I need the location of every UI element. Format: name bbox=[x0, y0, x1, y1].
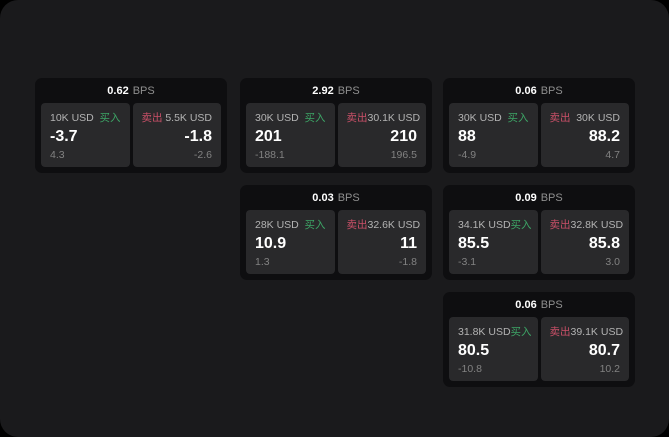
buy-size: 10K USD bbox=[50, 111, 94, 124]
sell-change: -2.6 bbox=[193, 148, 212, 161]
sell-size: 39.1K USD bbox=[570, 325, 624, 338]
bps-unit-label: BPS bbox=[132, 84, 155, 97]
buy-change: 1.3 bbox=[255, 255, 270, 268]
quote-card-5: 0.09 BPS 34.1K USD 买入 85.5 -3.1 卖出 32.8K… bbox=[443, 185, 635, 280]
buy-side-label: 买入 bbox=[510, 326, 532, 338]
bps-unit-label: BPS bbox=[337, 191, 360, 204]
buy-size: 31.8K USD bbox=[458, 325, 511, 338]
bps-unit-label: BPS bbox=[540, 191, 563, 204]
sell-price: 88.2 bbox=[588, 128, 620, 146]
sell-change: 4.7 bbox=[605, 148, 620, 161]
sell-size: 32.8K USD bbox=[570, 218, 624, 231]
sell-quote-panel[interactable]: 卖出 32.6K USD 11 -1.8 bbox=[337, 210, 426, 274]
sell-quote-panel[interactable]: 卖出 30.1K USD 210 196.5 bbox=[337, 103, 426, 167]
sell-price: 11 bbox=[400, 235, 417, 253]
sell-size: 32.6K USD bbox=[367, 218, 421, 231]
sell-change: 196.5 bbox=[390, 148, 417, 161]
buy-quote-panel[interactable]: 31.8K USD 买入 80.5 -10.8 bbox=[449, 317, 538, 381]
quote-body: 30K USD 买入 201 -188.1 卖出 30.1K USD 210 1… bbox=[246, 103, 426, 167]
buy-change: -188.1 bbox=[255, 148, 285, 161]
spread-value: 0.06 bbox=[515, 298, 537, 311]
buy-side-label: 买入 bbox=[304, 219, 326, 231]
sell-size: 30.1K USD bbox=[367, 111, 421, 124]
sell-side-label: 卖出 bbox=[346, 219, 368, 231]
buy-size: 28K USD bbox=[255, 218, 299, 231]
sell-quote-panel[interactable]: 卖出 5.5K USD -1.8 -2.6 bbox=[132, 103, 221, 167]
sell-price: 80.7 bbox=[588, 342, 620, 360]
bps-unit-label: BPS bbox=[540, 84, 563, 97]
spread-value: 0.06 bbox=[515, 84, 537, 97]
buy-side-label: 买入 bbox=[510, 219, 532, 231]
quote-card-2: 2.92 BPS 30K USD 买入 201 -188.1 卖出 30.1K … bbox=[240, 78, 432, 173]
buy-price: 201 bbox=[255, 128, 282, 146]
spread-value: 0.62 bbox=[107, 84, 129, 97]
sell-size: 5.5K USD bbox=[165, 111, 212, 124]
quote-body: 30K USD 买入 88 -4.9 卖出 30K USD 88.2 4.7 bbox=[449, 103, 629, 167]
bps-unit-label: BPS bbox=[337, 84, 360, 97]
buy-quote-panel[interactable]: 30K USD 买入 201 -188.1 bbox=[246, 103, 335, 167]
buy-side-label: 买入 bbox=[99, 112, 121, 124]
buy-size: 34.1K USD bbox=[458, 218, 511, 231]
sell-side-label: 卖出 bbox=[549, 219, 571, 231]
buy-size: 30K USD bbox=[255, 111, 299, 124]
buy-quote-panel[interactable]: 10K USD 买入 -3.7 4.3 bbox=[41, 103, 130, 167]
bps-unit-label: BPS bbox=[540, 298, 563, 311]
sell-side-label: 卖出 bbox=[141, 112, 163, 124]
buy-side-label: 买入 bbox=[304, 112, 326, 124]
sell-price: -1.8 bbox=[184, 128, 212, 146]
spread-header: 0.09 BPS bbox=[449, 185, 629, 210]
spread-header: 2.92 BPS bbox=[246, 78, 426, 103]
sell-quote-panel[interactable]: 卖出 32.8K USD 85.8 3.0 bbox=[540, 210, 629, 274]
spread-value: 0.03 bbox=[312, 191, 334, 204]
sell-side-label: 卖出 bbox=[346, 112, 368, 124]
buy-price: 10.9 bbox=[255, 235, 287, 253]
quote-body: 10K USD 买入 -3.7 4.3 卖出 5.5K USD -1.8 -2.… bbox=[41, 103, 221, 167]
buy-quote-panel[interactable]: 28K USD 买入 10.9 1.3 bbox=[246, 210, 335, 274]
spread-header: 0.03 BPS bbox=[246, 185, 426, 210]
buy-price: -3.7 bbox=[50, 128, 78, 146]
buy-quote-panel[interactable]: 30K USD 买入 88 -4.9 bbox=[449, 103, 538, 167]
quote-body: 28K USD 买入 10.9 1.3 卖出 32.6K USD 11 -1.8 bbox=[246, 210, 426, 274]
sell-price: 210 bbox=[390, 128, 417, 146]
sell-price: 85.8 bbox=[588, 235, 620, 253]
buy-quote-panel[interactable]: 34.1K USD 买入 85.5 -3.1 bbox=[449, 210, 538, 274]
sell-side-label: 卖出 bbox=[549, 112, 571, 124]
sell-size: 30K USD bbox=[576, 111, 620, 124]
spread-header: 0.06 BPS bbox=[449, 292, 629, 317]
sell-quote-panel[interactable]: 卖出 39.1K USD 80.7 10.2 bbox=[540, 317, 629, 381]
quote-card-3: 0.06 BPS 30K USD 买入 88 -4.9 卖出 30K USD 8… bbox=[443, 78, 635, 173]
spread-value: 2.92 bbox=[312, 84, 334, 97]
quote-card-1: 0.62 BPS 10K USD 买入 -3.7 4.3 卖出 5.5K USD… bbox=[35, 78, 227, 173]
buy-price: 88 bbox=[458, 128, 476, 146]
sell-change: -1.8 bbox=[398, 255, 417, 268]
buy-change: -10.8 bbox=[458, 362, 482, 375]
sell-change: 3.0 bbox=[605, 255, 620, 268]
spread-header: 0.06 BPS bbox=[449, 78, 629, 103]
quote-body: 31.8K USD 买入 80.5 -10.8 卖出 39.1K USD 80.… bbox=[449, 317, 629, 381]
buy-change: 4.3 bbox=[50, 148, 65, 161]
spread-value: 0.09 bbox=[515, 191, 537, 204]
buy-change: -3.1 bbox=[458, 255, 477, 268]
buy-price: 85.5 bbox=[458, 235, 490, 253]
quote-card-6: 0.06 BPS 31.8K USD 买入 80.5 -10.8 卖出 39.1… bbox=[443, 292, 635, 387]
buy-change: -4.9 bbox=[458, 148, 477, 161]
quote-body: 34.1K USD 买入 85.5 -3.1 卖出 32.8K USD 85.8… bbox=[449, 210, 629, 274]
quote-card-4: 0.03 BPS 28K USD 买入 10.9 1.3 卖出 32.6K US… bbox=[240, 185, 432, 280]
sell-quote-panel[interactable]: 卖出 30K USD 88.2 4.7 bbox=[540, 103, 629, 167]
sell-side-label: 卖出 bbox=[549, 326, 571, 338]
buy-side-label: 买入 bbox=[507, 112, 529, 124]
buy-price: 80.5 bbox=[458, 342, 490, 360]
sell-change: 10.2 bbox=[599, 362, 620, 375]
buy-size: 30K USD bbox=[458, 111, 502, 124]
spread-header: 0.62 BPS bbox=[41, 78, 221, 103]
